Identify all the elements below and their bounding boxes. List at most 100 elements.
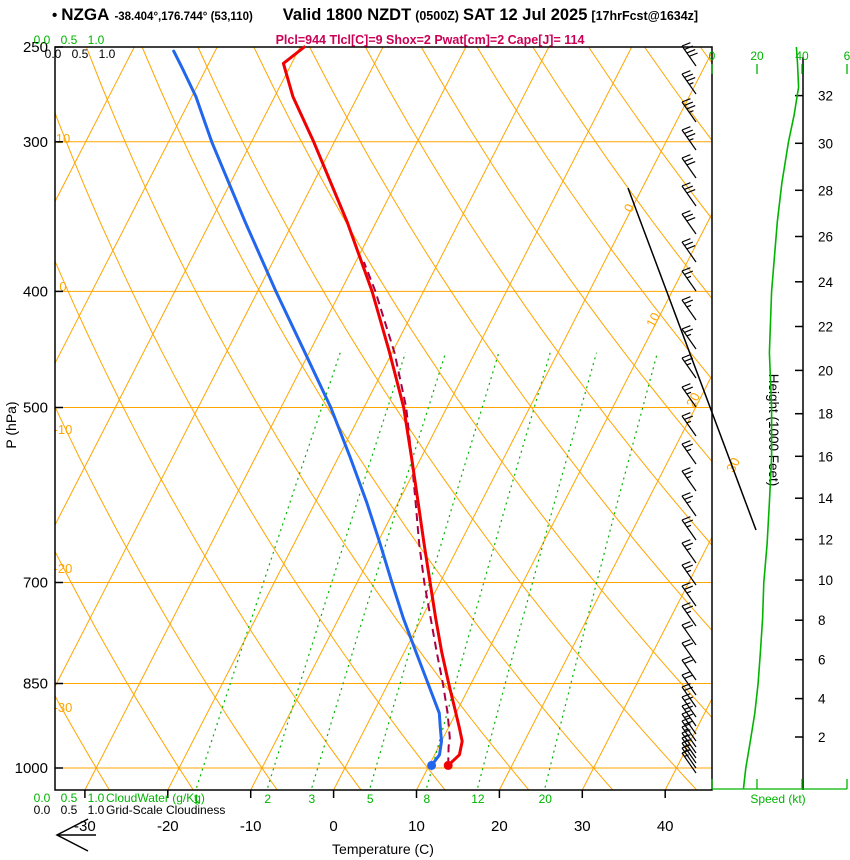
temperature-tick-label: -30: [74, 818, 96, 835]
wind-barb-tick: [684, 270, 694, 275]
wind-barb-staff: [681, 624, 697, 646]
wind-barb-tick: [686, 217, 696, 222]
wind-barb-half-tick: [686, 475, 692, 479]
pressure-tick-label: 1000: [15, 760, 48, 777]
wind-barb-tick: [684, 585, 694, 590]
pressure-tick-label: 850: [23, 676, 48, 693]
height-tick-label: 22: [818, 320, 833, 335]
wind-barb-half-tick: [686, 391, 692, 395]
wind-barb-tick: [681, 734, 691, 739]
isotherm-line: [250, 47, 633, 790]
valid-date: SAT 12 Jul 2025: [462, 6, 588, 24]
wind-barb-tick: [681, 154, 691, 159]
dry-adiabat-line: [55, 111, 446, 790]
station-coords: -38.404°,176.744° (53,110): [114, 11, 253, 23]
dewpoint-curve: [172, 49, 443, 767]
dry-adiabat-line: [588, 47, 712, 220]
wind-barb-tick: [681, 440, 691, 445]
speed-axis-label: Speed (kt): [750, 792, 805, 806]
wind-barb-tick: [686, 133, 696, 138]
wind-barb-staff: [681, 45, 697, 67]
wind-barb-tick: [684, 101, 694, 106]
speed-tick-label: 6: [844, 49, 850, 63]
height-tick-label: 18: [818, 407, 833, 422]
mixing-ratio-label: 2: [264, 792, 271, 806]
wind-barb-half-tick: [684, 754, 689, 757]
wind-barb-staff: [681, 241, 697, 263]
wind-barb-tick: [684, 73, 694, 78]
wind-barb-tick: [681, 492, 691, 497]
wind-barb-tick: [681, 582, 691, 587]
isotherm-line: [333, 50, 712, 790]
pressure-tick-label: 700: [23, 575, 48, 592]
mixing-ratio-line: [368, 352, 500, 790]
wind-barb-staff: [681, 542, 697, 564]
wind-barbs: [681, 42, 698, 774]
wind-barb-tick: [684, 357, 694, 362]
wind-barb-tick: [681, 671, 691, 676]
cloudiness-scale-bottom: 0.5: [61, 803, 78, 817]
mixing-ratio-label: 12: [471, 792, 485, 806]
temperature-tick-label: 40: [657, 818, 674, 835]
temperature-tick-label: 10: [408, 818, 425, 835]
wind-barb-half-tick: [686, 420, 692, 424]
dry-adiabat-line: [85, 47, 530, 790]
wind-barb-staff: [681, 101, 697, 123]
dry-adiabat-line: [420, 47, 712, 463]
dry-adiabat-line: [55, 550, 194, 790]
dry-adiabat-label: 10: [56, 131, 70, 146]
wind-barb-tick: [681, 296, 691, 301]
mixing-ratio-lines: [195, 352, 658, 790]
wind-barb-tick: [684, 470, 694, 475]
wind-barb-half-tick: [684, 728, 689, 731]
wind-barb-tick: [688, 52, 698, 57]
wind-barb-tick: [684, 605, 694, 610]
wind-barb-tick: [681, 98, 691, 103]
wind-barb-tick: [681, 656, 691, 661]
isotherm-label: 10: [643, 310, 663, 330]
valid-time: Valid 1800 NZDT: [282, 6, 412, 24]
wind-barb-staff: [681, 659, 697, 681]
chart-header: • NZGA -38.404°,176.744° (53,110) Valid 180…: [52, 5, 698, 25]
wind-barb-tick: [684, 386, 694, 391]
wind-barb-staff: [681, 742, 697, 764]
wind-barb-tick: [684, 45, 694, 50]
station-bullet-icon: •: [52, 7, 58, 24]
height-tick-label: 28: [818, 183, 833, 198]
wind-barb-tick: [684, 720, 694, 725]
wind-barb-tick: [681, 561, 691, 566]
wind-barb-half-tick: [686, 448, 692, 452]
wind-barb-tick: [681, 238, 691, 243]
height-tick-label: 12: [818, 533, 833, 548]
wind-barb-tick: [681, 539, 691, 544]
wind-barb-tick: [684, 659, 694, 664]
wind-barb-tick: [684, 443, 694, 448]
wind-barb-staff: [681, 213, 697, 235]
isotherm-line: [581, 535, 712, 790]
wind-barb-tick: [686, 77, 696, 82]
cloudiness-scale-top: 1.0: [99, 47, 116, 61]
mixing-ratio-line: [266, 352, 406, 790]
cloudwater-scale-bottom: 0.0: [34, 791, 51, 805]
wind-barb-half-tick: [686, 275, 692, 279]
isotherm-line: [84, 47, 467, 790]
wind-barb-staff: [681, 737, 697, 759]
height-tick-label: 10: [818, 573, 833, 588]
speed-tick-label: 40: [795, 49, 809, 63]
wind-barb-staff: [681, 185, 697, 207]
wind-barb-tick: [681, 383, 691, 388]
station-code: NZGA: [61, 5, 110, 24]
mixing-ratio-label: 3: [308, 792, 315, 806]
cloudwater-label: CloudWater (g/Kg): [106, 791, 205, 805]
temperature-tick-label: 30: [574, 818, 591, 835]
wind-barb-tick: [681, 639, 691, 644]
cloudiness-scale-bottom: 0.0: [34, 803, 51, 817]
isotherm-line: [55, 47, 301, 527]
wind-barb-tick: [684, 564, 694, 569]
isotherm-line: [498, 374, 712, 790]
mixing-ratio-labels: 1 2 3 5 8 12 20: [193, 792, 552, 806]
wind-barb-staff: [681, 386, 697, 408]
